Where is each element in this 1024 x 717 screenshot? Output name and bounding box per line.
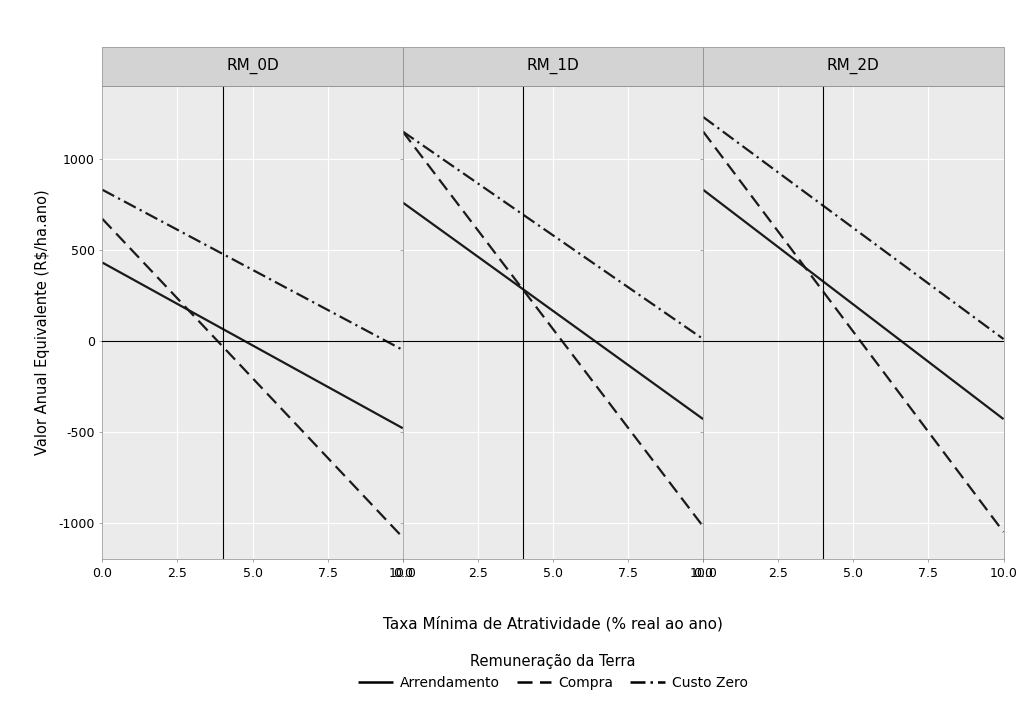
Text: RM_2D: RM_2D bbox=[827, 58, 880, 75]
Text: RM_0D: RM_0D bbox=[226, 58, 279, 75]
Y-axis label: Valor Anual Equivalente (R$/ha.ano): Valor Anual Equivalente (R$/ha.ano) bbox=[35, 190, 50, 455]
Text: RM_1D: RM_1D bbox=[526, 58, 580, 75]
Legend: Arrendamento, Compra, Custo Zero: Arrendamento, Compra, Custo Zero bbox=[352, 649, 754, 695]
Text: Taxa Mínima de Atratividade (% real ao ano): Taxa Mínima de Atratividade (% real ao a… bbox=[383, 616, 723, 632]
